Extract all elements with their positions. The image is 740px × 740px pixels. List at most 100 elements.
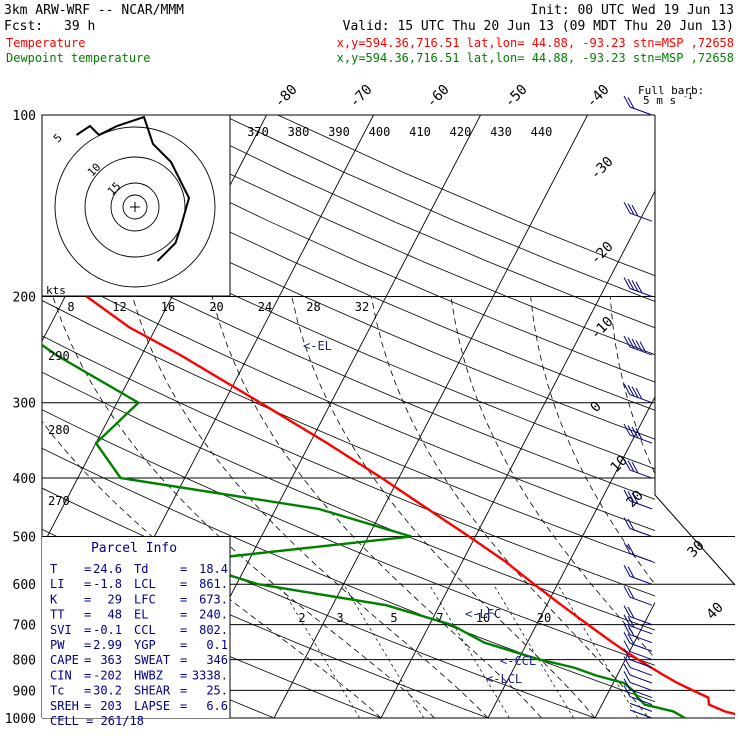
legend-info: x,y=594.36,716.51 lat,lon= 44.88, -93.23… xyxy=(337,36,734,50)
theta-label: 270 xyxy=(48,494,70,508)
parcel-key: TT xyxy=(50,608,64,622)
frame-right xyxy=(654,115,736,586)
parcel-value: 363 xyxy=(100,653,122,667)
parcel-eq: = xyxy=(84,668,91,682)
upper-temperature-label: -80 xyxy=(272,82,301,111)
parcel-value: 3338. xyxy=(192,668,228,682)
mixing-ratio-line xyxy=(428,584,510,718)
parcel-eq: = xyxy=(84,638,91,652)
wind-barb-flag xyxy=(627,624,635,637)
wind-barb-flag xyxy=(627,278,635,291)
parcel-eq: = xyxy=(180,608,187,622)
dry-adiabat xyxy=(42,136,655,411)
wind-barb-flag xyxy=(623,656,631,668)
parcel-value: -0.1 xyxy=(93,623,122,637)
ccl-annotation: <-CCL xyxy=(500,654,536,668)
wind-barb-flag xyxy=(623,678,631,690)
parcel-key: SHEAR xyxy=(134,684,171,698)
moist-adiabat xyxy=(132,296,489,718)
mixing-ratio-upper-label: 24 xyxy=(258,300,272,314)
theta-e-label: 370 xyxy=(247,125,269,139)
mixing-ratio-line xyxy=(279,584,360,718)
wind-barb-flag xyxy=(639,341,647,353)
pressure-tick-label: 400 xyxy=(13,472,36,487)
isotherm-line xyxy=(380,190,655,718)
theta-e-label: 380 xyxy=(288,125,310,139)
pressure-tick-label: 200 xyxy=(13,291,36,306)
wind-barb-flag xyxy=(635,387,643,400)
wind-barb-flag xyxy=(631,426,639,439)
mixing-ratio-upper-label: 20 xyxy=(209,300,223,314)
parcel-key: SREH xyxy=(50,699,79,713)
hodograph-frame xyxy=(41,114,231,297)
theta-e-label: 440 xyxy=(531,125,553,139)
parcel-eq: = xyxy=(180,562,187,576)
mixing-ratio-label: 3 xyxy=(336,611,343,625)
mixing-ratio-line xyxy=(493,584,574,718)
parcel-value: 18.4 xyxy=(199,562,228,576)
wind-barb-staff xyxy=(629,666,653,676)
dewpoint-line xyxy=(42,115,686,720)
parcel-eq: = xyxy=(180,684,187,698)
wind-barb-flag xyxy=(631,204,639,217)
parcel-eq: = xyxy=(180,638,187,652)
wind-barb-flag xyxy=(623,671,631,683)
isotherm-line xyxy=(273,115,588,718)
mixing-ratio-upper-label: 32 xyxy=(355,300,369,314)
wind-barb-flag xyxy=(623,564,631,577)
parcel-key: CIN xyxy=(50,668,72,682)
upper-temperature-label: -50 xyxy=(502,82,531,111)
wind-barb-flag xyxy=(623,605,631,617)
wind-barb-flag xyxy=(623,685,631,697)
parcel-key: K xyxy=(50,592,58,606)
wind-barb-staff xyxy=(629,651,653,661)
moist-adiabat xyxy=(52,296,435,718)
wind-barb-flag xyxy=(631,492,639,505)
parcel-value: 25. xyxy=(206,684,228,698)
wind-barb-flag xyxy=(627,543,635,556)
wind-barb-flag xyxy=(623,632,631,644)
el-annotation: <-EL xyxy=(303,339,332,353)
fcst-value: 39 h xyxy=(64,19,95,34)
dry-adiabat xyxy=(42,409,655,666)
wind-barb-flag xyxy=(627,460,635,472)
wind-barb-staff xyxy=(629,681,653,691)
wind-barb-flag xyxy=(627,606,635,619)
wind-barb-flag xyxy=(627,587,635,599)
parcel-key: Td xyxy=(134,562,148,576)
wind-barb-flag xyxy=(627,97,635,109)
parcel-eq: = xyxy=(84,577,91,591)
mixing-ratio-upper-label: 16 xyxy=(161,300,175,314)
parcel-key: LCL xyxy=(134,577,156,591)
wind-barb-flag xyxy=(631,280,639,292)
dry-adiabat xyxy=(42,232,655,500)
parcel-info-title: Parcel Info xyxy=(91,541,177,556)
wind-barb-staff xyxy=(629,702,653,712)
mixing-ratio-upper-label: 12 xyxy=(112,300,126,314)
mixing-ratio-upper-label: 8 xyxy=(67,300,74,314)
lfc-annotation: <-LFC xyxy=(465,607,501,621)
fcst-label: Fcst: xyxy=(4,19,43,34)
dry-adiabat xyxy=(42,447,655,703)
wind-barb-flag xyxy=(623,648,631,660)
wind-barb-flag xyxy=(623,277,631,289)
theta-e-label: 390 xyxy=(328,125,350,139)
temperature-line xyxy=(82,115,735,720)
hodograph-ring xyxy=(84,156,186,258)
wind-barb-staff xyxy=(629,659,653,669)
parcel-eq: = xyxy=(84,562,91,576)
parcel-eq: = xyxy=(180,653,187,667)
mixing-ratio-line xyxy=(557,584,639,718)
parcel-eq: = xyxy=(84,653,91,667)
parcel-value: 802. xyxy=(199,623,228,637)
parcel-value: -1.8 xyxy=(93,577,122,591)
parcel-key: LFC xyxy=(134,592,156,606)
dry-adiabat xyxy=(42,571,382,718)
model-title: 3km ARW-WRF -- NCAR/MMM xyxy=(4,3,184,18)
parcel-key: CAPE xyxy=(50,653,79,667)
theta-label: 280 xyxy=(48,423,70,437)
parcel-key: SWEAT xyxy=(134,653,170,667)
wind-barb-flag xyxy=(623,95,631,108)
dry-adiabat xyxy=(42,371,655,631)
